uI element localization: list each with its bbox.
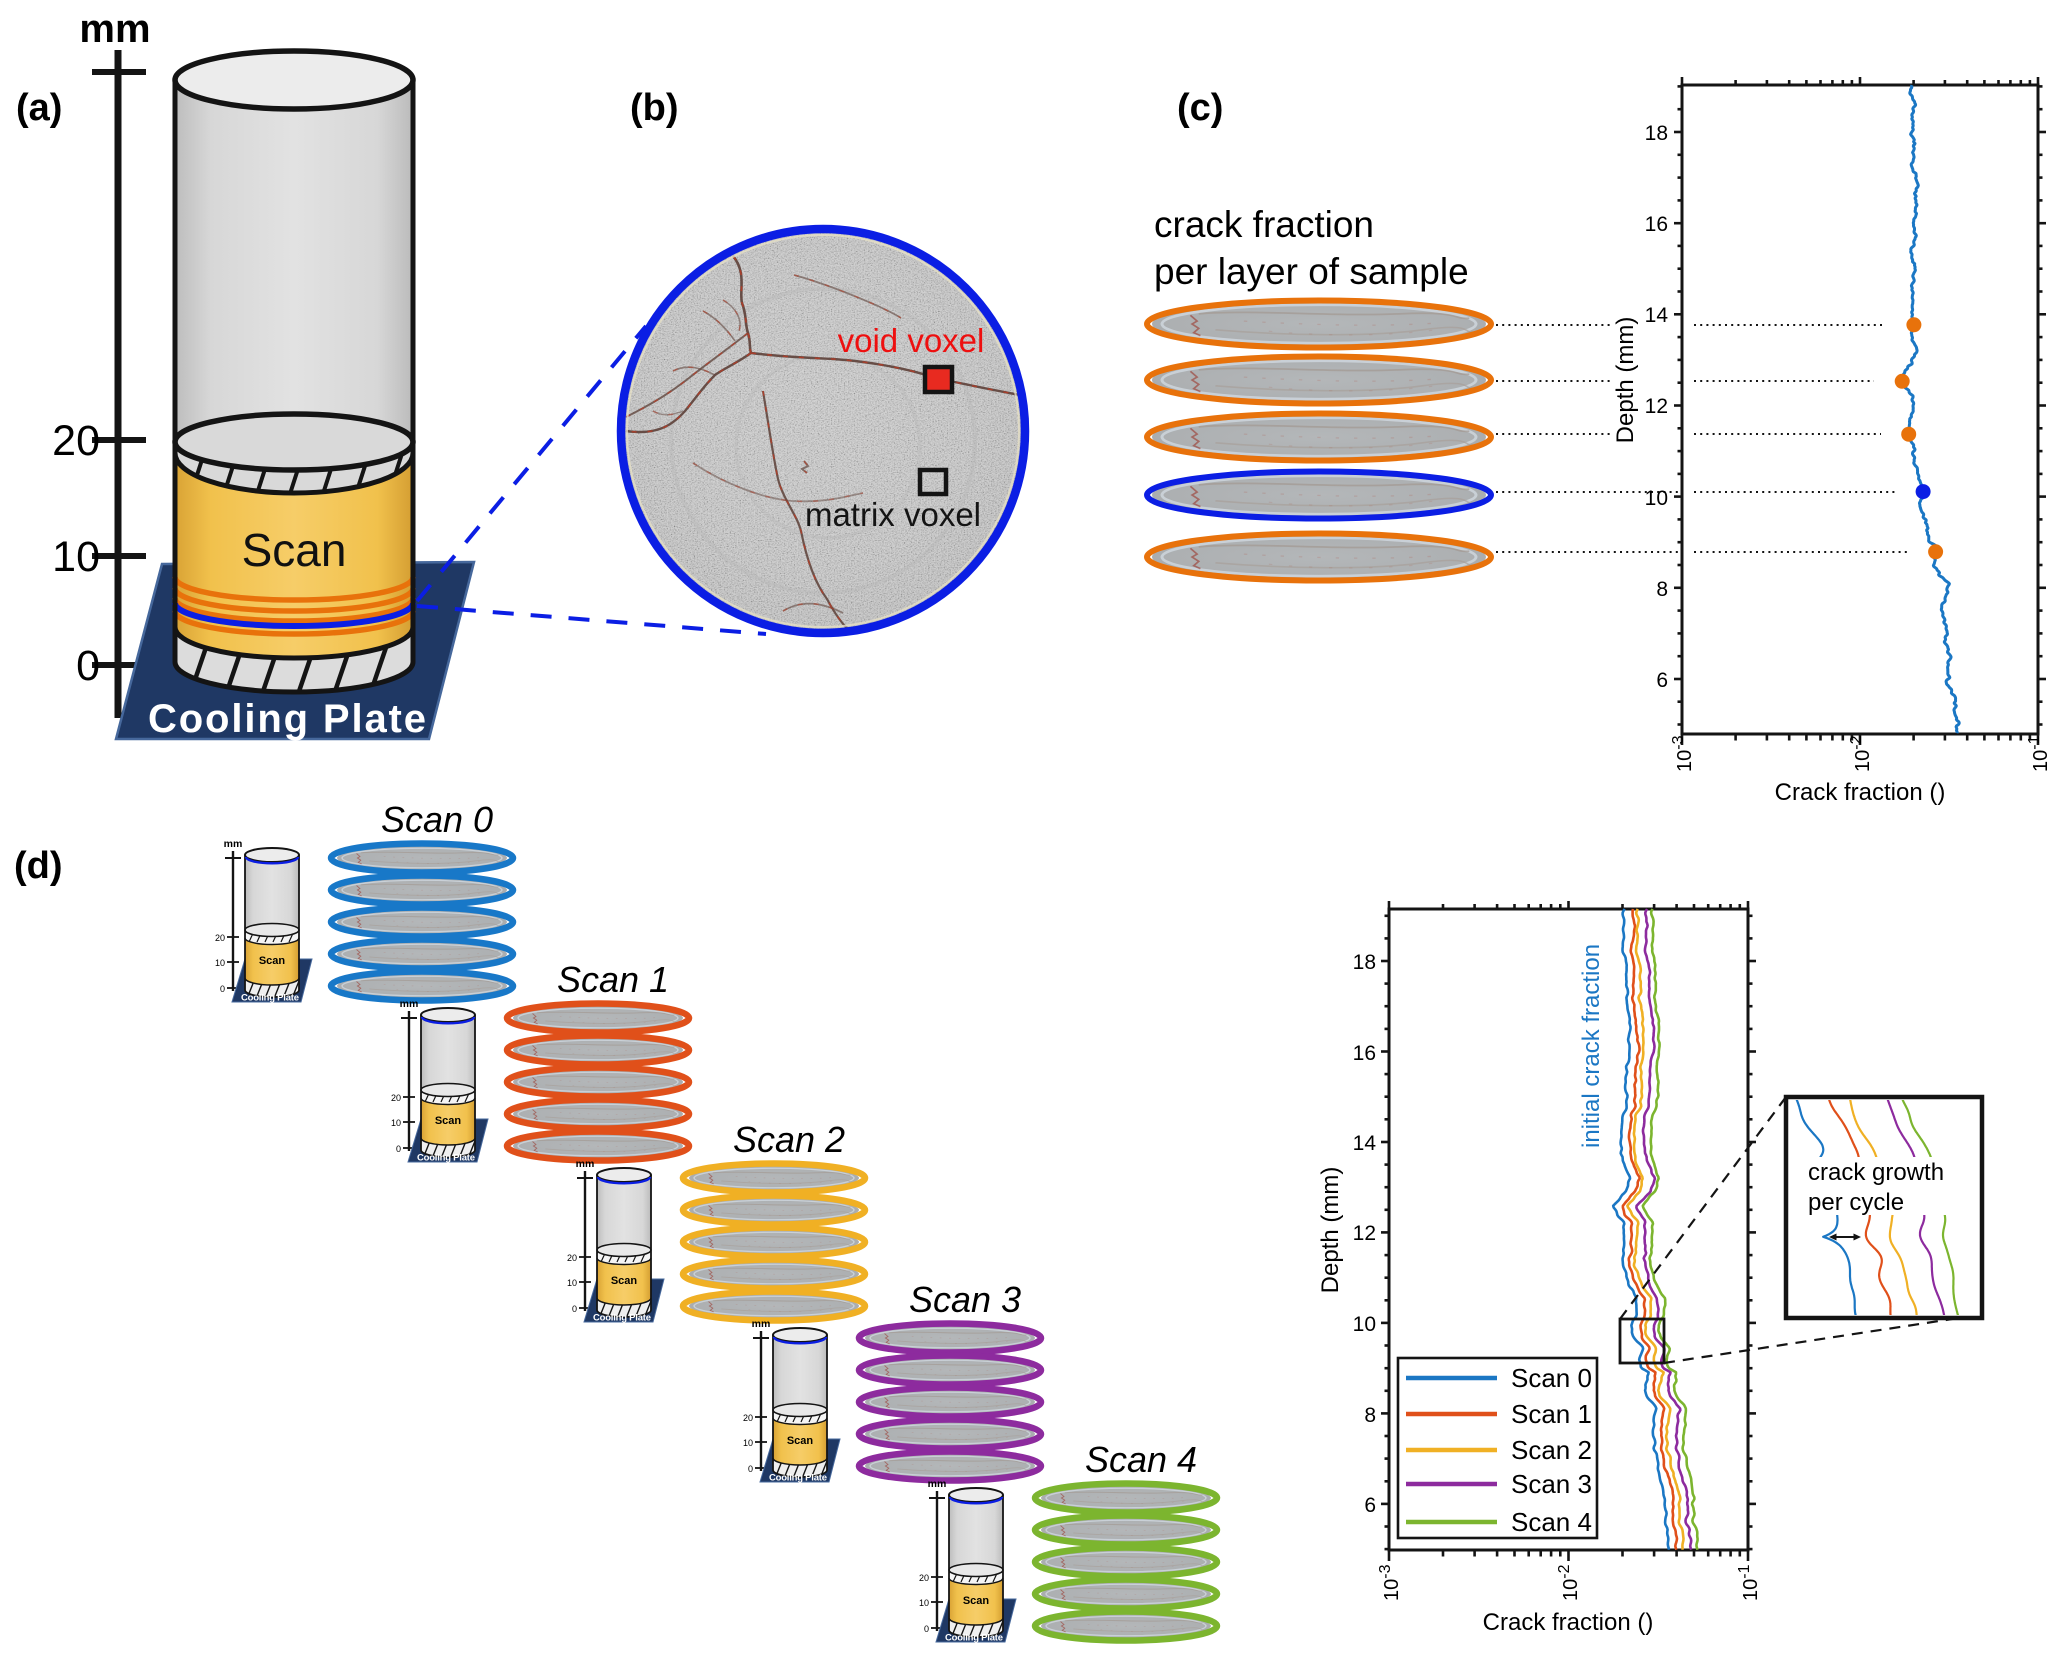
svg-text:8: 8 bbox=[1364, 1404, 1376, 1427]
svg-text:6: 6 bbox=[1656, 669, 1668, 692]
svg-text:void voxel: void voxel bbox=[838, 322, 985, 359]
svg-text:16: 16 bbox=[1645, 213, 1668, 236]
svg-text:Depth (mm): Depth (mm) bbox=[1317, 1167, 1344, 1294]
svg-text:Scan 2: Scan 2 bbox=[733, 1119, 845, 1160]
svg-text:mm: mm bbox=[79, 7, 150, 51]
svg-text:10: 10 bbox=[1645, 487, 1668, 510]
svg-text:Scan 4: Scan 4 bbox=[1085, 1439, 1197, 1480]
svg-text:matrix voxel: matrix voxel bbox=[805, 496, 981, 533]
svg-text:Crack fraction (): Crack fraction () bbox=[1775, 779, 1946, 806]
svg-text:Scan 0: Scan 0 bbox=[381, 799, 493, 840]
svg-text:10: 10 bbox=[1353, 1313, 1376, 1336]
svg-text:20: 20 bbox=[52, 417, 100, 465]
svg-text:Scan 1: Scan 1 bbox=[557, 959, 669, 1000]
svg-text:Scan 4: Scan 4 bbox=[1511, 1507, 1592, 1537]
svg-text:(b): (b) bbox=[630, 87, 679, 129]
svg-text:Cooling Plate: Cooling Plate bbox=[148, 697, 426, 741]
svg-text:Depth (mm): Depth (mm) bbox=[1612, 317, 1639, 444]
svg-text:Scan 3: Scan 3 bbox=[1511, 1469, 1592, 1499]
svg-text:(d): (d) bbox=[14, 845, 63, 887]
svg-text:per cycle: per cycle bbox=[1808, 1189, 1904, 1216]
svg-text:Scan 1: Scan 1 bbox=[1511, 1399, 1592, 1429]
svg-text:14: 14 bbox=[1645, 304, 1669, 327]
svg-text:12: 12 bbox=[1645, 395, 1668, 418]
svg-text:16: 16 bbox=[1353, 1042, 1376, 1065]
svg-text:Scan: Scan bbox=[242, 524, 347, 576]
svg-text:crack fraction: crack fraction bbox=[1154, 204, 1374, 245]
svg-text:8: 8 bbox=[1656, 578, 1668, 601]
svg-text:18: 18 bbox=[1353, 951, 1376, 974]
svg-text:(a): (a) bbox=[16, 87, 62, 129]
svg-text:6: 6 bbox=[1364, 1494, 1376, 1517]
svg-text:crack growth: crack growth bbox=[1808, 1159, 1944, 1186]
svg-text:Crack fraction (): Crack fraction () bbox=[1483, 1609, 1654, 1636]
svg-text:Scan 0: Scan 0 bbox=[1511, 1363, 1592, 1393]
svg-text:per layer of sample: per layer of sample bbox=[1154, 251, 1469, 292]
svg-text:Scan 3: Scan 3 bbox=[909, 1279, 1021, 1320]
svg-text:10-2: 10-2 bbox=[1848, 735, 1874, 772]
svg-text:18: 18 bbox=[1645, 122, 1668, 145]
svg-text:(c): (c) bbox=[1177, 87, 1223, 129]
svg-text:initial crack fraction: initial crack fraction bbox=[1578, 944, 1605, 1148]
svg-text:0: 0 bbox=[76, 642, 100, 690]
svg-text:Scan 2: Scan 2 bbox=[1511, 1435, 1592, 1465]
svg-text:12: 12 bbox=[1353, 1222, 1376, 1245]
svg-text:10: 10 bbox=[52, 533, 100, 581]
svg-text:14: 14 bbox=[1353, 1132, 1377, 1155]
